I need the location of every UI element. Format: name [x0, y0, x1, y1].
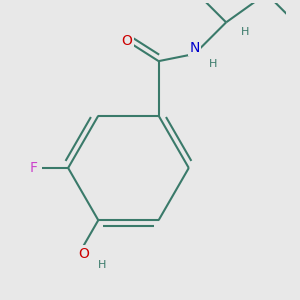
- Text: H: H: [241, 27, 249, 38]
- Text: N: N: [189, 41, 200, 55]
- Text: H: H: [209, 59, 218, 69]
- Text: H: H: [98, 260, 106, 270]
- Text: O: O: [78, 247, 88, 260]
- Text: F: F: [30, 161, 38, 175]
- Text: O: O: [122, 34, 133, 48]
